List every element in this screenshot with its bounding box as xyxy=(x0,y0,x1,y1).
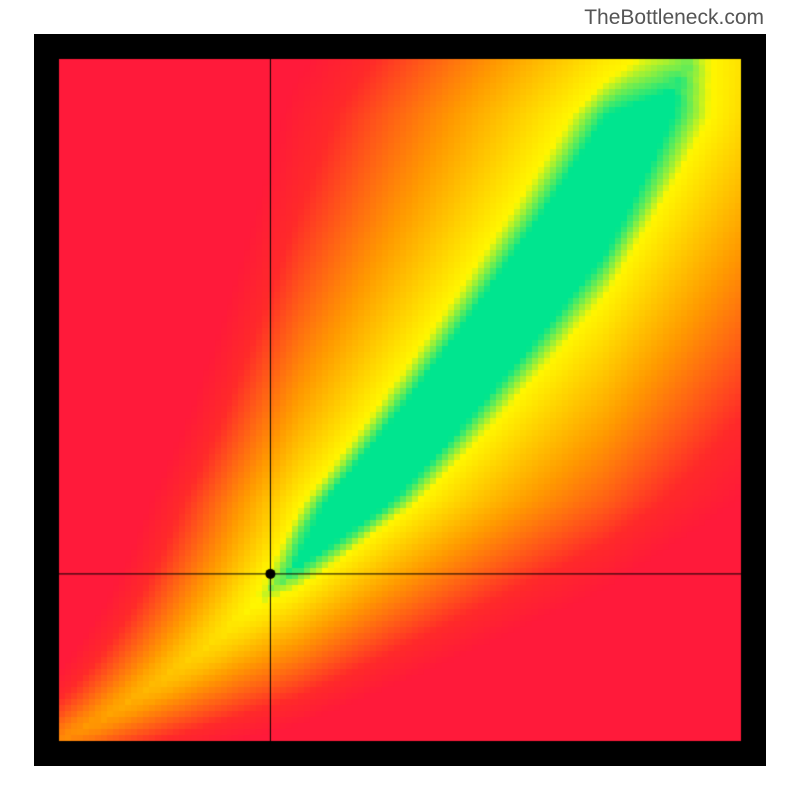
attribution-label: TheBottleneck.com xyxy=(584,6,764,30)
bottleneck-heatmap xyxy=(34,34,766,766)
heatmap-canvas xyxy=(34,34,766,766)
chart-container: TheBottleneck.com xyxy=(0,0,800,800)
